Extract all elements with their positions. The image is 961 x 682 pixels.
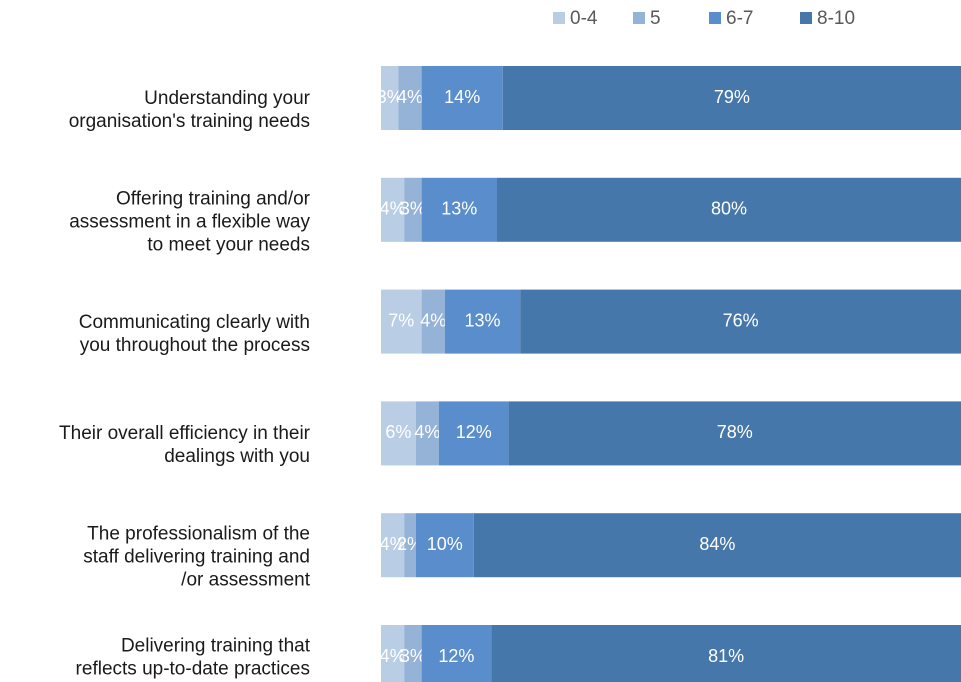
value-label: 6% — [385, 422, 411, 442]
legend-swatch — [553, 12, 565, 24]
value-label: 12% — [438, 646, 474, 666]
bar-segment — [421, 625, 492, 682]
bar-segment — [473, 513, 961, 578]
legend-swatch — [800, 12, 812, 24]
bar-segment — [381, 513, 405, 578]
value-label: 3% — [400, 646, 426, 666]
value-label: 14% — [444, 87, 480, 107]
value-label: 81% — [708, 646, 744, 666]
bar-segment — [381, 289, 422, 354]
value-label: 80% — [711, 199, 747, 219]
bar-segment — [421, 177, 497, 242]
bar-segment — [404, 177, 422, 242]
bar-segment — [415, 513, 474, 578]
value-label: 84% — [699, 534, 735, 554]
category-label: Communicating clearly with you throughou… — [78, 311, 310, 356]
legend-label: 6-7 — [726, 8, 753, 29]
value-label: 7% — [388, 310, 414, 330]
category-label: Offering training and/or assessment in a… — [69, 188, 310, 256]
value-label: 79% — [714, 87, 750, 107]
bar-segment — [404, 625, 422, 682]
bar-segment — [381, 177, 405, 242]
legend-label: 8-10 — [817, 8, 855, 29]
category-label: Delivering training that reflects up-to-… — [75, 635, 310, 682]
bar-segment — [421, 66, 503, 130]
value-label: 4% — [414, 422, 440, 442]
value-label: 12% — [456, 422, 492, 442]
value-label: 13% — [441, 199, 477, 219]
legend-label: 0-4 — [570, 8, 598, 29]
value-label: 4% — [380, 199, 406, 219]
bar-segment — [415, 401, 439, 466]
category-label: Understanding your organisation's traini… — [68, 88, 310, 132]
bar-segment — [381, 401, 416, 466]
value-label: 4% — [420, 310, 446, 330]
category-label: The professionalism of the staff deliver… — [83, 523, 310, 591]
legend-swatch — [709, 12, 721, 24]
value-label: 3% — [377, 87, 403, 107]
value-label: 4% — [380, 646, 406, 666]
value-label: 4% — [380, 534, 406, 554]
bar-segment — [508, 401, 961, 466]
legend-label: 5 — [650, 8, 661, 29]
bar-segment — [497, 177, 961, 242]
bar-segment — [439, 401, 509, 466]
value-label: 76% — [723, 310, 759, 330]
value-label: 13% — [464, 310, 500, 330]
bar-segment — [381, 66, 399, 130]
value-label: 4% — [397, 87, 423, 107]
bar-segment — [502, 66, 961, 130]
category-label: Their overall efficiency in their dealin… — [59, 423, 310, 468]
bar-segment — [491, 625, 961, 682]
bar-segment — [520, 289, 961, 354]
bar-segment — [398, 66, 422, 130]
bar-segment — [404, 513, 416, 578]
value-label: 10% — [427, 534, 463, 554]
bar-segment — [381, 625, 405, 682]
value-label: 78% — [717, 422, 753, 442]
value-label: 3% — [400, 199, 426, 219]
bar-segment — [421, 289, 445, 354]
bar-segment — [444, 289, 521, 354]
legend-swatch — [633, 12, 645, 24]
